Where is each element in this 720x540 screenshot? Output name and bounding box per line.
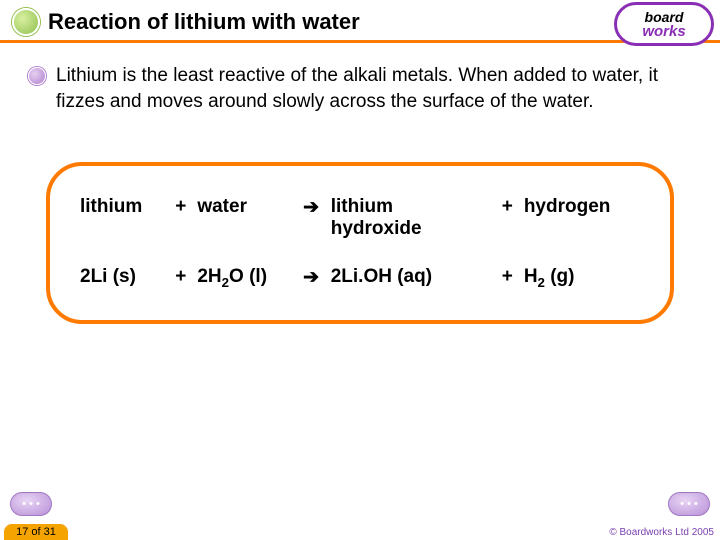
header-bullet-icon (12, 8, 40, 36)
reactant-1-word: lithium (76, 188, 168, 248)
logo-text-top: board (645, 10, 684, 24)
page-indicator: 17 of 31 (4, 524, 68, 540)
prev-slide-button[interactable]: • • • (10, 492, 52, 516)
reactant-1-symbol: 2Li (s) (76, 258, 168, 298)
product-1-word: lithium hydroxide (327, 188, 495, 248)
symbol-equation-row: 2Li (s) + 2H2O (l) ➔ 2Li.OH (aq) + H2 (g… (76, 258, 644, 298)
plus-sign: + (168, 188, 193, 248)
body-paragraph: Lithium is the least reactive of the alk… (56, 65, 658, 112)
page-title: Reaction of lithium with water (48, 9, 708, 35)
equation-box: lithium + water ➔ lithium hydroxide + hy… (46, 162, 674, 324)
reactant-2-word: water (193, 188, 295, 248)
header: Reaction of lithium with water board wor… (0, 0, 720, 43)
plus-sign: + (168, 258, 193, 298)
plus-sign: + (495, 258, 520, 298)
arrow-icon: ➔ (295, 258, 326, 298)
equation-table: lithium + water ➔ lithium hydroxide + hy… (76, 188, 644, 298)
product-2-word: hydrogen (520, 188, 644, 248)
paragraph-bullet-icon (28, 67, 46, 85)
next-slide-button[interactable]: • • • (668, 492, 710, 516)
product-2-symbol: H2 (g) (520, 258, 644, 298)
copyright-text: © Boardworks Ltd 2005 (609, 527, 714, 538)
reactant-2-symbol: 2H2O (l) (193, 258, 295, 298)
logo-text-bottom: works (642, 24, 685, 39)
plus-sign: + (495, 188, 520, 248)
body-paragraph-region: Lithium is the least reactive of the alk… (0, 43, 720, 124)
product-1-symbol: 2Li.OH (aq) (327, 258, 495, 298)
arrow-icon: ➔ (295, 188, 326, 248)
word-equation-row: lithium + water ➔ lithium hydroxide + hy… (76, 188, 644, 248)
boardworks-logo: board works (614, 2, 714, 46)
